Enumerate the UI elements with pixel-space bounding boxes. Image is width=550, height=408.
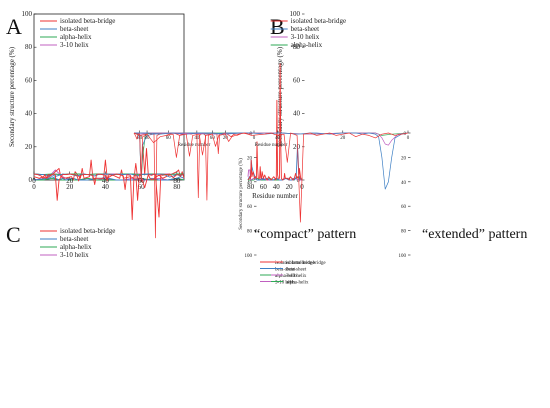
y-tick-label: 60 (25, 76, 33, 84)
legend-label-alpha-helix: alpha-helix (291, 41, 323, 49)
y-tick-label: 0 (404, 132, 407, 137)
x-tick-label: 80 (145, 136, 151, 141)
x-tick-label: 0 (253, 136, 256, 141)
y-tick-label: 20 (247, 156, 253, 161)
x-tick-label: 0 (32, 177, 36, 185)
series-line-isolated-beta-bridge (133, 132, 409, 223)
x-tick-label: 60 (210, 136, 216, 141)
legend-label-3-10-helix: 3-10 helix (275, 281, 296, 286)
legend-label-beta-sheet: beta-sheet (275, 268, 296, 273)
legend-label-isolated-beta-bridge: isolated beta-bridge (60, 227, 115, 235)
y-axis-label: Secondary structure percentage (%) (8, 46, 16, 147)
legend-label-beta-sheet: beta-sheet (60, 235, 88, 243)
y-tick-label: 20 (401, 156, 407, 161)
y-tick-label: 100 (290, 10, 301, 18)
x-tick-label: 20 (66, 177, 74, 185)
legend-label-3-10-helix: 3-10 helix (286, 274, 307, 279)
x-tick-label: 80 (247, 183, 255, 191)
legend-label-beta-sheet: beta-sheet (291, 25, 319, 33)
legend-label-alpha-helix: alpha-helix (286, 281, 309, 286)
y-tick-label: 100 (399, 254, 407, 259)
series-line-isolated-beta-bridge (33, 173, 185, 221)
series-line-isolated-beta-bridge (133, 132, 255, 239)
x-tick-label: 80 (173, 183, 181, 191)
legend-label-alpha-helix: alpha-helix (275, 274, 298, 279)
y-tick-label: 100 (22, 10, 33, 18)
series-line-isolated-beta-bridge (247, 63, 303, 181)
x-tick-label: 20 (340, 136, 346, 141)
legend-label-isolated-beta-bridge: isolated beta-bridge (60, 17, 115, 25)
legend-label-3-10-helix: 3-10 helix (60, 41, 89, 49)
legend-label-isolated-beta-bridge: isolated beta-bridge (291, 17, 346, 25)
y-tick-label: 40 (401, 181, 407, 186)
y-tick-label: 20 (25, 143, 33, 151)
y-tick-label: 60 (247, 205, 253, 210)
legend-label-beta-sheet: beta-sheet (286, 268, 307, 273)
x-tick-label: 60 (138, 183, 146, 191)
panel-a: A 0 20 40 60 80 0 20 40 60 80 100 Secondary structur… (6, 10, 185, 191)
y-tick-label: 40 (293, 110, 301, 118)
compact-pattern-title: “compact” pattern (254, 227, 356, 242)
legend-label-isolated-beta-bridge: isolated beta-bridge (275, 261, 315, 266)
y-tick-label: 20 (293, 143, 301, 151)
panel-letter: A (6, 14, 22, 39)
x-tick-label: 60 (260, 183, 268, 191)
series-line-beta-sheet (247, 146, 303, 181)
y-tick-label: 60 (293, 76, 301, 84)
x-tick-label: 40 (273, 183, 281, 191)
x-tick-label: 80 (173, 177, 181, 185)
legend-label-alpha-helix: alpha-helix (60, 33, 92, 41)
legend-label-beta-sheet: beta-sheet (60, 25, 88, 33)
y-tick-label: 100 (245, 254, 253, 259)
y-axis-label: Secondary structure percentage (%) (239, 158, 244, 230)
y-tick-label: 60 (401, 205, 407, 210)
x-axis-label: Residue number (252, 192, 298, 200)
panel-c: C 0 20 40 60 80 isolated beta-bridgebeta-sheet… (6, 171, 185, 259)
x-tick-label: 40 (275, 136, 281, 141)
x-tick-label: 0 (32, 183, 36, 191)
x-tick-label: 0 (300, 183, 304, 191)
legend-label-isolated-beta-bridge: isolated beta-bridge (286, 261, 326, 266)
panel-letter: C (6, 222, 21, 247)
series-line-beta-sheet (134, 132, 409, 190)
plot-frame (33, 13, 185, 181)
x-tick-label: 20 (223, 136, 229, 141)
y-tick-label: 40 (247, 181, 253, 186)
y-tick-label: 0 (250, 132, 253, 137)
extended-pattern-title: “extended” pattern (422, 227, 527, 242)
x-tick-label: 40 (102, 183, 110, 191)
x-tick-label: 20 (66, 183, 74, 191)
y-tick-label: 0 (29, 176, 33, 184)
y-tick-label: 40 (25, 110, 33, 118)
y-tick-label: 80 (25, 43, 33, 51)
x-tick-label: 20 (286, 183, 294, 191)
legend-label-3-10-helix: 3-10 helix (60, 251, 89, 259)
x-tick-label: 60 (166, 136, 172, 141)
x-tick-label: 40 (102, 177, 110, 185)
x-tick-label: 0 (407, 136, 410, 141)
panel-letter: B (270, 14, 285, 39)
y-tick-label: 80 (293, 43, 301, 51)
legend-label-alpha-helix: alpha-helix (60, 243, 92, 251)
x-axis-label: Residue number (255, 143, 288, 148)
legend-label-3-10-helix: 3-10 helix (291, 33, 320, 41)
y-tick-label: 80 (247, 230, 253, 235)
panel-extended: 0 20 40 60 80 0 20 40 60 80 100 Residue number isola… (133, 130, 411, 286)
x-axis-label: Residue number (178, 143, 211, 148)
y-tick-label: 80 (401, 230, 407, 235)
